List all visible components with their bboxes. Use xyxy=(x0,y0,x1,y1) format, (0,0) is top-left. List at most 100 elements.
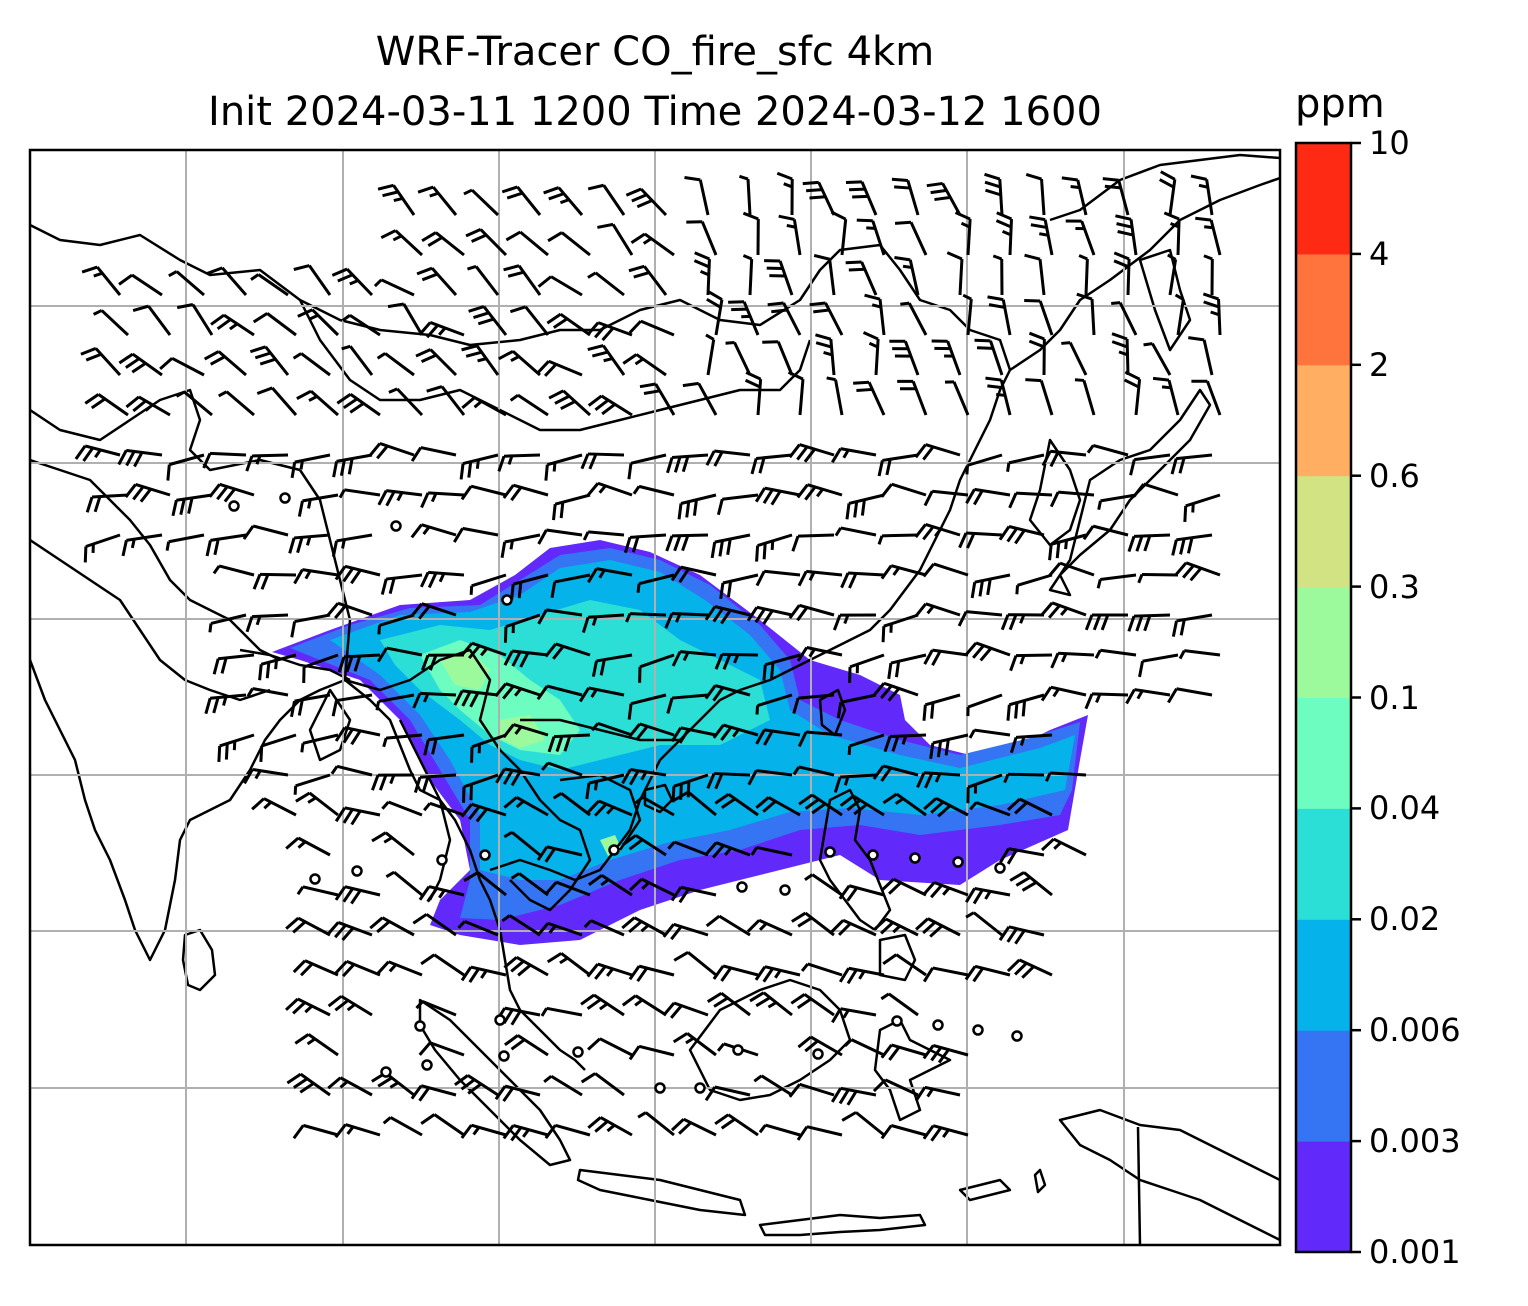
wind-barb-feather xyxy=(350,810,362,826)
wind-barb xyxy=(336,453,373,463)
coast-srilanka xyxy=(181,928,217,992)
wind-barb xyxy=(713,772,751,777)
wind-barb xyxy=(932,966,969,977)
wind-barb xyxy=(756,769,793,777)
wind-barb xyxy=(895,953,927,977)
wind-barb-feather xyxy=(1055,542,1061,559)
wind-barb-feather xyxy=(1174,293,1185,301)
wind-barb xyxy=(421,602,457,617)
wind-barb xyxy=(432,186,458,216)
wind-barb xyxy=(302,568,339,577)
wind-barb xyxy=(210,533,247,542)
wind-barb xyxy=(471,733,507,749)
wind-barb-feather xyxy=(461,691,472,707)
wind-barb xyxy=(503,453,541,458)
wind-barb xyxy=(925,522,961,537)
wind-barb-feather xyxy=(1000,614,1010,631)
wind-barb-feather xyxy=(388,577,396,595)
wind-barb-feather xyxy=(475,459,480,469)
wind-barb xyxy=(1076,179,1088,216)
wind-barb-feather xyxy=(665,535,674,552)
calm-wind-circle xyxy=(309,873,321,885)
wind-barb-feather xyxy=(510,486,523,502)
wind-barb xyxy=(429,348,458,377)
wind-barb xyxy=(974,886,1011,897)
wind-barb xyxy=(1134,453,1171,462)
wind-barb-feather xyxy=(873,917,887,931)
wind-barb-feather xyxy=(1136,690,1144,700)
wind-barb-feather xyxy=(430,492,438,503)
wind-barb xyxy=(941,182,962,216)
wind-barb-feather xyxy=(559,501,565,519)
wind-barb xyxy=(799,443,835,457)
wind-barb-feather xyxy=(552,317,568,329)
wind-barb-feather xyxy=(673,951,689,962)
wind-barb-feather xyxy=(376,445,389,460)
wind-barb xyxy=(756,453,793,460)
wind-barb-feather xyxy=(632,485,641,495)
wind-barb-feather xyxy=(964,641,978,657)
wind-barb-feather xyxy=(216,318,232,331)
wind-barb-feather xyxy=(519,652,530,668)
wind-barb-feather xyxy=(208,483,221,498)
wind-barb-feather xyxy=(670,727,682,743)
wind-barb-feather xyxy=(74,445,87,460)
wind-barb xyxy=(850,1038,885,1057)
wind-barb-feather xyxy=(510,960,525,973)
colorbar-tick-label: 0.006 xyxy=(1369,1011,1461,1050)
wind-barb xyxy=(594,271,625,297)
border-china-west xyxy=(298,469,352,681)
wind-barb-feather xyxy=(426,887,438,903)
wind-barb-feather xyxy=(996,211,1013,221)
wind-barb-feather xyxy=(438,889,446,899)
calm-wind-circle xyxy=(909,852,921,864)
wind-barb-feather xyxy=(380,578,388,595)
wind-barb xyxy=(966,299,973,336)
wind-barb-feather xyxy=(771,308,788,314)
wind-barb-feather xyxy=(1113,251,1130,261)
wind-barb xyxy=(797,533,835,538)
wind-barb-feather xyxy=(842,1009,850,1019)
wind-barb xyxy=(210,693,247,700)
wind-barb xyxy=(428,885,465,897)
wind-barb xyxy=(336,693,373,703)
wind-barb-feather xyxy=(594,324,607,339)
wind-barb-feather xyxy=(350,730,362,746)
wind-barb xyxy=(349,393,381,417)
wind-barb xyxy=(344,885,381,897)
wind-barb-feather xyxy=(758,457,766,474)
wind-barb-feather xyxy=(725,341,735,345)
wind-barb-feather xyxy=(217,390,228,398)
wind-barb xyxy=(720,992,751,1017)
wind-barb-feather xyxy=(923,649,934,665)
wind-barb-feather xyxy=(838,1088,850,1105)
wind-barb-feather xyxy=(179,498,186,516)
wind-barb xyxy=(882,453,919,462)
colorbar-tick-label: 10 xyxy=(1369,124,1410,162)
wind-barb-feather xyxy=(974,338,991,343)
wind-barb xyxy=(974,487,1011,497)
wind-barb-feather xyxy=(631,193,648,203)
wind-barb xyxy=(516,185,542,216)
wind-barb xyxy=(294,453,331,464)
wind-barb-feather xyxy=(1111,340,1128,349)
wind-barb-feather xyxy=(830,919,845,933)
wind-barb-feather xyxy=(916,772,926,788)
wind-barb-feather xyxy=(1102,177,1119,182)
wind-barb xyxy=(611,223,634,256)
wind-barb-feather xyxy=(965,887,976,903)
wind-barb-feather xyxy=(82,447,95,462)
wind-barb xyxy=(1217,298,1222,336)
wind-barb-feather xyxy=(978,580,984,597)
wind-barb-feather xyxy=(788,604,801,620)
wind-barb xyxy=(91,493,129,499)
wind-barb-feather xyxy=(704,605,717,621)
wind-barb xyxy=(546,1006,583,1017)
wind-barb-feather xyxy=(468,305,485,313)
wind-barb-feather xyxy=(813,253,831,261)
wind-barb xyxy=(1050,449,1087,457)
wind-barb-feather xyxy=(804,798,820,810)
wind-barb-feather xyxy=(621,768,632,785)
wind-barb-feather xyxy=(1028,331,1045,341)
wind-barb xyxy=(266,312,297,337)
